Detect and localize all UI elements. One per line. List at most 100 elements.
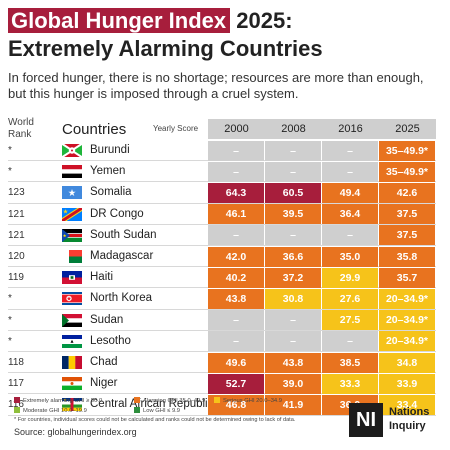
- score-cell: –: [265, 140, 321, 161]
- south-sudan-flag: [62, 228, 82, 242]
- score-cell: –: [208, 225, 264, 246]
- table-row: * Lesotho – – –20–34.9*: [8, 331, 436, 352]
- rank-cell: *: [8, 314, 12, 326]
- row-divider: [8, 244, 436, 246]
- chad-flag: [62, 356, 82, 369]
- country-name: Niger: [90, 377, 118, 390]
- score-cell: 42.0: [208, 246, 264, 267]
- rank-cell: 121: [8, 208, 25, 220]
- score-cell: 42.6: [379, 182, 435, 203]
- table-row: 121 South Sudan – – –37.5: [8, 225, 436, 246]
- legend-item: Alarming GHI 35.0–49.9: [134, 397, 205, 405]
- title-year: 2025:: [236, 8, 293, 33]
- score-cell: 38.5: [322, 352, 378, 373]
- car-flag: [62, 398, 82, 412]
- legend-item: Serious GHI 20.0–34.9: [214, 397, 282, 405]
- title-highlight: Global Hunger Index: [8, 8, 231, 33]
- logo-text-line-1: Nations: [389, 406, 430, 418]
- score-cell: –: [322, 225, 378, 246]
- score-cell: –: [208, 310, 264, 331]
- nations-inquiry-logo: NI Nations Inquiry: [349, 403, 439, 437]
- score-cell: 43.8: [208, 288, 264, 309]
- row-divider: [8, 181, 436, 183]
- rank-cell: 116: [8, 399, 24, 411]
- country-name: Madagascar: [90, 250, 154, 262]
- score-cell: 20–34.9*: [379, 310, 435, 331]
- country-name: Lesotho: [90, 334, 131, 347]
- rank-cell: 118: [8, 357, 24, 368]
- score-cell: –: [208, 161, 264, 182]
- score-cell: 20–34.9*: [379, 331, 435, 352]
- row-divider: [8, 329, 436, 331]
- country-name: Sudan: [90, 313, 124, 326]
- row-divider: [8, 223, 436, 225]
- score-cell: 49.4: [322, 182, 378, 203]
- dr-congo-flag: [62, 207, 82, 221]
- row-divider: [8, 372, 436, 374]
- score-cell: 64.3: [208, 182, 264, 203]
- niger-flag: [62, 377, 82, 391]
- header-yearly-score: Yearly Score: [153, 124, 199, 133]
- country-name: Somalia: [90, 186, 132, 199]
- row-divider: [8, 414, 436, 416]
- haiti-flag: [62, 271, 82, 285]
- header-countries: Countries: [62, 121, 127, 138]
- score-cell: –: [265, 331, 321, 352]
- score-cell: 35.0: [322, 246, 378, 267]
- score-cell: 33.9: [379, 373, 435, 394]
- country-name: DR Congo: [90, 207, 144, 220]
- logo-mark: NI: [349, 403, 383, 437]
- score-cell: 36.6: [265, 246, 321, 267]
- somalia-flag: [62, 186, 82, 200]
- row-divider: [8, 308, 436, 310]
- score-cell: 37.2: [265, 267, 321, 288]
- rank-cell: 119: [8, 272, 24, 284]
- legend-item: Low GHI ≤ 9.9: [134, 407, 180, 415]
- score-cell: 43.8: [265, 352, 321, 373]
- legend-label: Alarming GHI 35.0–49.9: [143, 398, 206, 404]
- rank-cell: *: [8, 293, 12, 305]
- rank-cell: 123: [8, 187, 25, 199]
- legend-swatch: [134, 397, 140, 403]
- score-cell: 35–49.9*: [379, 161, 435, 182]
- rank-cell: 117: [8, 378, 24, 390]
- north-korea-flag: [62, 292, 82, 306]
- score-cell: –: [208, 140, 264, 161]
- sudan-flag: [62, 313, 82, 327]
- table-row: * Yemen – – –35–49.9*: [8, 161, 436, 183]
- table-row: 121 DR Congo 46.1 39.5 36.4 37.5: [8, 204, 436, 225]
- score-cell: 33.3: [322, 373, 378, 394]
- score-cell: 40.2: [208, 267, 264, 288]
- table-row: * North Korea 43.8 30.8 27.6 20–34.9*: [8, 288, 436, 310]
- table-row: 119 Haiti 40.2 37.2 29.9 35.7: [8, 267, 436, 289]
- country-name: Haiti: [90, 271, 114, 284]
- score-cell: 46.8: [208, 394, 264, 415]
- country-name: Chad: [90, 356, 118, 368]
- row-divider: [8, 350, 436, 352]
- score-cell: 35–49.9*: [379, 140, 435, 161]
- legend-swatch: [214, 397, 220, 403]
- score-cell: –: [322, 331, 378, 352]
- table-row: 118 Chad 49.6 43.8 38.5 34.8: [8, 352, 436, 374]
- title-line-2: Extremely Alarming Countries: [8, 36, 323, 61]
- rank-cell: 120: [8, 251, 25, 262]
- table-row: 117 Niger 52.7 39.0 33.3 33.9: [8, 373, 436, 395]
- score-cell: 52.7: [208, 373, 264, 394]
- score-cell: 34.8: [379, 352, 435, 373]
- country-name: South Sudan: [90, 228, 157, 241]
- score-cell: –: [265, 310, 321, 331]
- legend-label: Serious GHI 20.0–34.9: [223, 398, 282, 404]
- score-cell: 39.5: [265, 204, 321, 225]
- score-cell: 36.4: [322, 204, 378, 225]
- lesotho-flag: [62, 334, 82, 348]
- score-cell: –: [265, 225, 321, 246]
- title-block: Global Hunger Index 2025: Extremely Alar…: [8, 7, 444, 63]
- year-header: 2000: [224, 123, 249, 135]
- rank-cell: 121: [8, 229, 25, 241]
- score-cell: 27.5: [322, 310, 378, 331]
- score-cell: 35.8: [379, 246, 435, 267]
- score-cell: –: [322, 140, 378, 161]
- country-name: Yemen: [90, 165, 126, 178]
- row-divider: [8, 202, 436, 204]
